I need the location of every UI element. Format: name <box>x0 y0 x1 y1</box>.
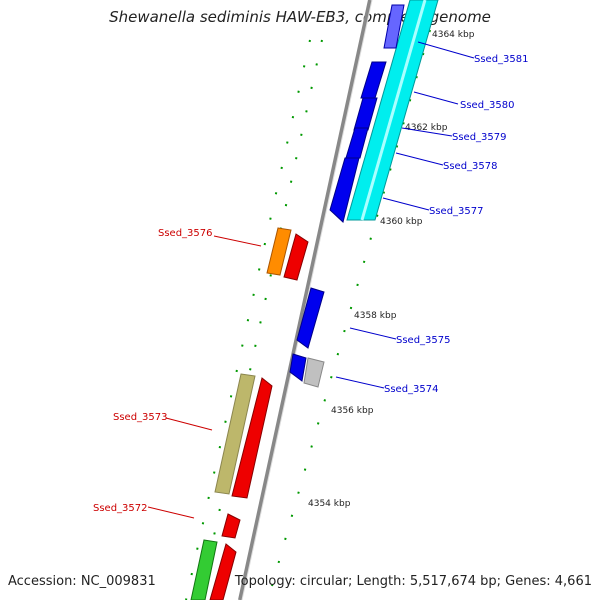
accession-label: Accession: NC_009831 <box>8 574 156 589</box>
callout-line <box>382 197 430 211</box>
guide-line-outer-left <box>185 39 311 600</box>
gene-Ssed_3576[interactable] <box>283 233 309 281</box>
gene-label-Ssed_3577[interactable]: Ssed_3577 <box>429 206 484 217</box>
gene-label-Ssed_3574[interactable]: Ssed_3574 <box>384 384 439 395</box>
callout-line <box>213 235 262 247</box>
callout-line <box>335 376 385 389</box>
ruler-tick-label: 4354 kbp <box>308 499 351 509</box>
gene-Ssed_3578[interactable] <box>345 127 369 159</box>
red-gene-partial <box>209 543 237 600</box>
grey-feature <box>303 357 325 388</box>
gene-Ssed_3572[interactable] <box>221 513 241 539</box>
topology-label: Topology: circular; Length: 5,517,674 bp… <box>234 574 592 589</box>
gene-label-Ssed_3580[interactable]: Ssed_3580 <box>460 100 515 111</box>
genome-backbone <box>238 0 372 600</box>
callout-line <box>413 91 459 105</box>
guide-line-inner <box>267 29 431 600</box>
gene-Ssed_3580[interactable] <box>360 61 387 99</box>
ruler-tick-label: 4360 kbp <box>380 217 423 227</box>
green-feature <box>190 539 218 600</box>
gene-label-Ssed_3581[interactable]: Ssed_3581 <box>474 54 529 65</box>
gene-label-Ssed_3572[interactable]: Ssed_3572 <box>93 503 148 514</box>
ruler-tick-label: 4356 kbp <box>331 406 374 416</box>
gene-label-Ssed_3579[interactable]: Ssed_3579 <box>452 132 507 143</box>
gene-label-Ssed_3575[interactable]: Ssed_3575 <box>396 335 451 346</box>
gene-Ssed_3577[interactable] <box>329 157 360 223</box>
ruler-tick-label: 4364 kbp <box>432 30 475 40</box>
orange-feature <box>266 227 292 276</box>
gene-Ssed_3579[interactable] <box>353 97 378 131</box>
gene-Ssed_3581[interactable] <box>383 4 405 49</box>
gene-label-Ssed_3576[interactable]: Ssed_3576 <box>158 228 213 239</box>
genome-backbone-highlight <box>241 0 373 600</box>
cyan-feature-band-stripe <box>360 0 427 221</box>
gene-label-Ssed_3578[interactable]: Ssed_3578 <box>443 161 498 172</box>
callout-line <box>395 152 444 166</box>
callout-line <box>165 417 213 431</box>
gene-Ssed_3573[interactable] <box>231 377 273 499</box>
callout-line <box>417 41 475 59</box>
khaki-feature <box>214 373 256 495</box>
ruler-tick-label: 4358 kbp <box>354 311 397 321</box>
ruler-tick-label: 4362 kbp <box>405 123 448 133</box>
callout-line <box>147 506 195 519</box>
callout-line <box>401 127 453 137</box>
gene-Ssed_3574[interactable] <box>289 353 307 382</box>
gene-Ssed_3575[interactable] <box>296 287 325 349</box>
gene-label-Ssed_3573[interactable]: Ssed_3573 <box>113 412 168 423</box>
callout-line <box>349 327 397 340</box>
